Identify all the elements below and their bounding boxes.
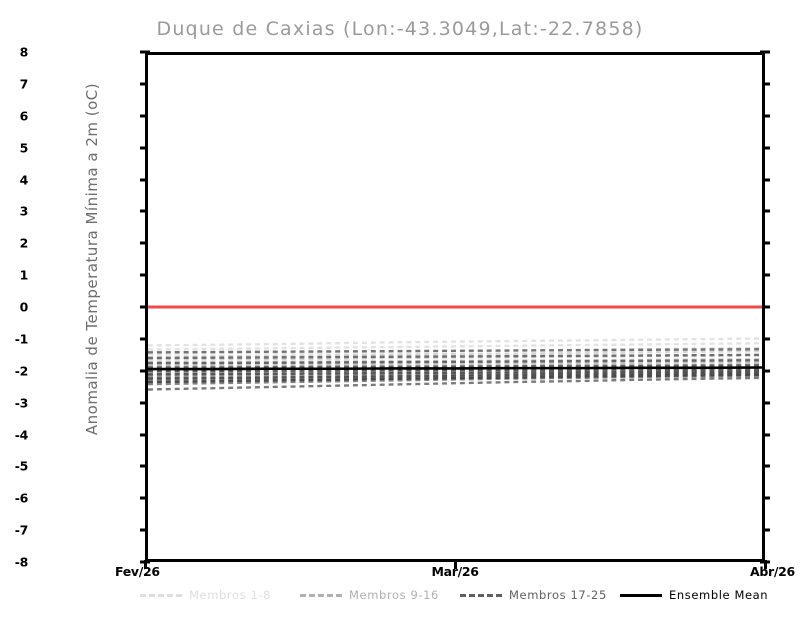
- y-axis-tick-mark-right: [760, 369, 770, 373]
- y-axis-tick-label: 3: [19, 203, 29, 219]
- member-line: [148, 360, 762, 366]
- x-axis-tick-mark: [144, 560, 147, 569]
- member-line: [148, 367, 762, 373]
- y-axis-tick-mark-right: [760, 401, 770, 405]
- member-line: [148, 376, 762, 391]
- ensemble-mean-line: [148, 366, 762, 371]
- y-axis-tick-mark-right: [760, 305, 770, 309]
- y-axis-tick-mark-right: [760, 337, 770, 341]
- legend: Membros 1-8 Membros 9-16 Membros 17-25 Ense…: [0, 586, 800, 606]
- member-line: [148, 370, 762, 376]
- y-axis-tick-label: -3: [14, 395, 29, 411]
- legend-swatch-icon: [620, 593, 662, 597]
- y-axis-tick-label: -7: [14, 522, 29, 538]
- x-axis-tick-label: Mar/26: [431, 564, 480, 579]
- legend-label: Ensemble Mean: [669, 588, 769, 602]
- y-axis-tick-label: 0: [19, 299, 29, 315]
- y-axis-tick-label: 8: [19, 44, 29, 60]
- y-axis-tick-mark-right: [760, 146, 770, 150]
- y-axis-tick-label: -4: [14, 427, 29, 442]
- x-axis-tick-label: Fev/26: [115, 564, 160, 579]
- y-axis-tick-mark-right: [760, 114, 770, 118]
- member-line: [148, 359, 762, 365]
- y-axis-tick-label: 7: [19, 76, 29, 92]
- member-line: [148, 371, 762, 380]
- y-axis-tick-label: -5: [14, 458, 29, 474]
- plot-area: [145, 52, 765, 562]
- y-axis-tick-label: 1: [19, 267, 29, 283]
- y-axis-tick-label: -2: [14, 363, 29, 379]
- x-axis-tick-mark: [764, 560, 767, 569]
- member-line: [148, 337, 762, 347]
- y-axis-tick-label: -6: [14, 490, 29, 506]
- y-axis-label: Anomalia de Temperatura Mínima a 2m (oC): [83, 82, 101, 436]
- member-line: [148, 373, 762, 384]
- legend-item[interactable]: Membros 1-8: [140, 586, 271, 604]
- y-axis-tick-label: 4: [19, 172, 29, 187]
- y-axis-tick-label: -1: [14, 331, 29, 347]
- y-axis-tick-mark-right: [760, 50, 770, 54]
- member-line: [148, 348, 762, 354]
- series-svg: [148, 305, 762, 391]
- legend-item[interactable]: Membros 17-25: [460, 586, 607, 604]
- y-axis-tick-mark-right: [760, 528, 770, 532]
- member-line: [148, 342, 762, 351]
- page-title: Duque de Caxias (Lon:-43.3049,Lat:-22.78…: [156, 18, 644, 40]
- y-axis-tick-label: 5: [19, 140, 29, 156]
- legend-swatch-icon: [460, 593, 502, 597]
- y-axis-tick-label: 2: [19, 235, 29, 251]
- legend-item[interactable]: Membros 9-16: [300, 586, 439, 604]
- member-line: [148, 353, 762, 360]
- y-axis-tick-label: -8: [14, 554, 29, 570]
- plot-canvas: [148, 55, 762, 559]
- y-axis-tick-mark-right: [760, 273, 770, 277]
- legend-item[interactable]: Ensemble Mean: [620, 586, 768, 604]
- y-axis-tick-mark-right: [760, 82, 770, 86]
- legend-label: Membros 9-16: [349, 588, 439, 602]
- y-axis-tick-mark-right: [760, 496, 770, 500]
- legend-label: Membros 1-8: [189, 588, 272, 602]
- y-axis-tick-mark-right: [760, 464, 770, 468]
- legend-swatch-icon: [140, 593, 182, 597]
- y-axis-tick-label: 6: [19, 108, 29, 124]
- legend-label: Membros 17-25: [509, 588, 607, 602]
- x-axis-tick-mark: [454, 560, 457, 569]
- member-line: [148, 349, 762, 358]
- y-axis-tick-mark-right: [760, 241, 770, 245]
- y-axis-tick-mark-right: [760, 433, 770, 436]
- x-axis-tick-label: Abr/26: [750, 564, 795, 579]
- y-axis-tick-mark-right: [760, 209, 770, 213]
- legend-swatch-icon: [300, 593, 342, 597]
- y-axis-tick-mark-right: [760, 178, 770, 181]
- member-line: [148, 364, 762, 369]
